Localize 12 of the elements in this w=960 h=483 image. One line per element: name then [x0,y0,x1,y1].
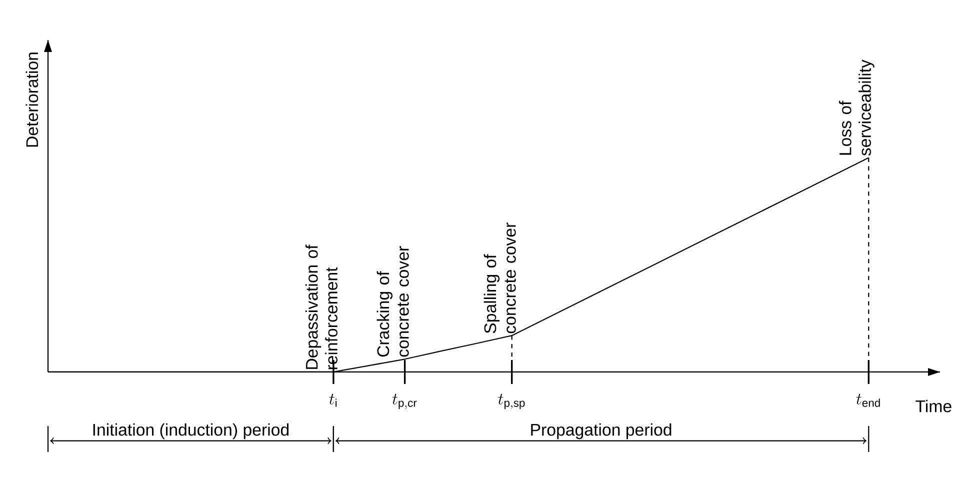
x-tick-label: $t_{\mathrm{end}}$ [856,394,880,407]
x-tick-label: $t_{\mathrm{p, cr}}$ [392,394,417,410]
annotation: Loss of serviceability [838,60,874,156]
text: Initiation (induction) period [93,423,289,440]
y-axis-title: Deterioration [26,52,38,147]
annotation: Cracking of concrete cover [376,246,409,357]
x-tick-label: $t_{\mathrm{p, sp}}$ [498,394,525,410]
annotation: Depassivation of reinforcement [305,244,338,370]
annotation: Spalling of concrete cover [484,222,516,334]
x-tick-label: $t_{\mathrm{i}}$ [329,394,337,407]
x-axis-title: Time [916,400,952,412]
text: Propagation period [531,423,672,440]
